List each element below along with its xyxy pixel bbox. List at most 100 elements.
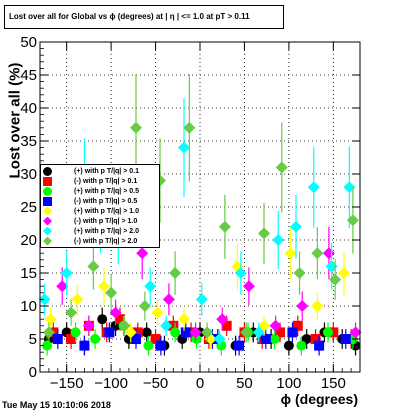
data-point bbox=[260, 334, 271, 344]
data-point bbox=[162, 293, 175, 306]
data-point bbox=[98, 280, 110, 293]
legend-marker-2 bbox=[43, 186, 52, 196]
legend-label: (+) with p T/|q| > 1.0 bbox=[74, 207, 139, 215]
x-tick-label: 50 bbox=[236, 375, 253, 392]
data-point bbox=[275, 327, 285, 338]
x-tick-label: −50 bbox=[143, 375, 168, 392]
legend-label: (-) with p T/|q| > 2.0 bbox=[74, 237, 138, 245]
data-point bbox=[169, 267, 182, 279]
data-point bbox=[290, 220, 302, 233]
legend-marker-7 bbox=[43, 236, 52, 246]
data-point bbox=[269, 334, 280, 344]
data-point bbox=[287, 327, 298, 338]
data-point bbox=[71, 293, 84, 306]
data-point bbox=[170, 327, 181, 338]
data-point bbox=[216, 313, 229, 326]
data-point bbox=[178, 313, 190, 326]
data-point bbox=[131, 334, 141, 344]
data-point bbox=[323, 327, 333, 338]
legend-marker-6 bbox=[43, 226, 52, 236]
data-point bbox=[242, 280, 255, 293]
data-point bbox=[218, 220, 231, 233]
data-point bbox=[346, 214, 359, 227]
legend-entry: (-) with p T/|q| > 0.5 bbox=[43, 196, 157, 206]
data-point bbox=[180, 327, 191, 338]
data-point bbox=[38, 293, 51, 306]
data-point bbox=[118, 319, 131, 332]
legend: (+) with p T/|q| > 0.1 (-) with p T/|q| … bbox=[40, 164, 160, 248]
data-point bbox=[340, 334, 351, 344]
data-point bbox=[138, 300, 151, 312]
legend-entry: (+) with p T/|q| > 0.5 bbox=[43, 186, 157, 196]
data-point bbox=[82, 319, 95, 332]
data-point bbox=[234, 340, 245, 351]
legend-label: (+) with p T/|q| > 0.1 bbox=[74, 167, 139, 175]
data-point bbox=[56, 280, 69, 293]
data-point bbox=[144, 280, 157, 293]
data-point bbox=[151, 306, 164, 319]
data-point bbox=[296, 340, 307, 351]
data-point bbox=[311, 247, 324, 260]
timestamp-footer: Tue May 15 10:10:06 2018 bbox=[2, 400, 111, 410]
y-tick-label: 0 bbox=[29, 364, 37, 381]
y-tick-label: 30 bbox=[20, 166, 37, 183]
legend-label: (+) with p T/|q| > 2.0 bbox=[74, 227, 139, 235]
data-point bbox=[310, 334, 321, 344]
legend-label: (-) with p T/|q| > 0.5 bbox=[74, 197, 138, 205]
y-tick-label: 10 bbox=[20, 298, 37, 315]
data-point bbox=[349, 326, 362, 339]
data-point bbox=[42, 326, 55, 339]
legend-entry: (+) with p T/|q| > 1.0 bbox=[43, 206, 157, 216]
y-tick-label: 50 bbox=[20, 34, 37, 51]
data-point bbox=[221, 320, 232, 331]
legend-marker-1 bbox=[43, 176, 52, 186]
data-point bbox=[124, 326, 137, 339]
data-point bbox=[109, 306, 122, 319]
data-point bbox=[183, 121, 196, 134]
data-point bbox=[269, 319, 282, 332]
data-point bbox=[90, 334, 101, 344]
data-point bbox=[97, 314, 108, 325]
data-point bbox=[252, 326, 265, 339]
data-point bbox=[65, 306, 78, 319]
data-point bbox=[195, 293, 208, 306]
y-tick-label: 15 bbox=[20, 265, 37, 282]
data-point bbox=[338, 267, 350, 279]
data-point bbox=[201, 326, 214, 339]
data-point bbox=[60, 267, 73, 279]
data-point bbox=[234, 267, 247, 279]
legend-entry: (-) with p T/|q| > 0.1 bbox=[43, 176, 157, 186]
data-point bbox=[150, 334, 161, 344]
legend-marker-4 bbox=[43, 206, 52, 216]
x-tick-label: 100 bbox=[276, 375, 301, 392]
legend-entry: (-) with p T/|q| > 1.0 bbox=[43, 216, 157, 226]
data-point bbox=[42, 340, 53, 351]
data-point bbox=[132, 327, 143, 338]
data-point bbox=[52, 334, 63, 344]
data-point bbox=[155, 340, 166, 351]
data-point bbox=[329, 273, 342, 286]
data-point bbox=[160, 319, 173, 332]
data-point bbox=[87, 260, 100, 273]
data-point bbox=[79, 340, 90, 351]
legend-entry: (-) with p T/|q| > 2.0 bbox=[43, 236, 157, 246]
x-tick-label: 0 bbox=[196, 375, 204, 392]
data-point bbox=[168, 320, 179, 331]
data-point bbox=[178, 141, 190, 154]
data-point bbox=[44, 313, 57, 326]
data-point bbox=[70, 327, 81, 338]
data-point bbox=[293, 267, 306, 279]
data-point bbox=[105, 286, 118, 299]
data-point bbox=[283, 340, 294, 351]
data-point bbox=[143, 340, 154, 351]
y-tick-label: 20 bbox=[20, 232, 37, 249]
x-tick-label: −100 bbox=[94, 375, 128, 392]
data-point bbox=[240, 326, 253, 339]
data-point bbox=[272, 234, 285, 246]
y-axis-label: Lost over all (%) bbox=[6, 62, 24, 179]
data-point bbox=[66, 334, 77, 344]
data-point bbox=[136, 247, 149, 260]
data-point bbox=[104, 327, 115, 338]
data-point bbox=[141, 327, 152, 338]
data-point bbox=[296, 300, 309, 312]
